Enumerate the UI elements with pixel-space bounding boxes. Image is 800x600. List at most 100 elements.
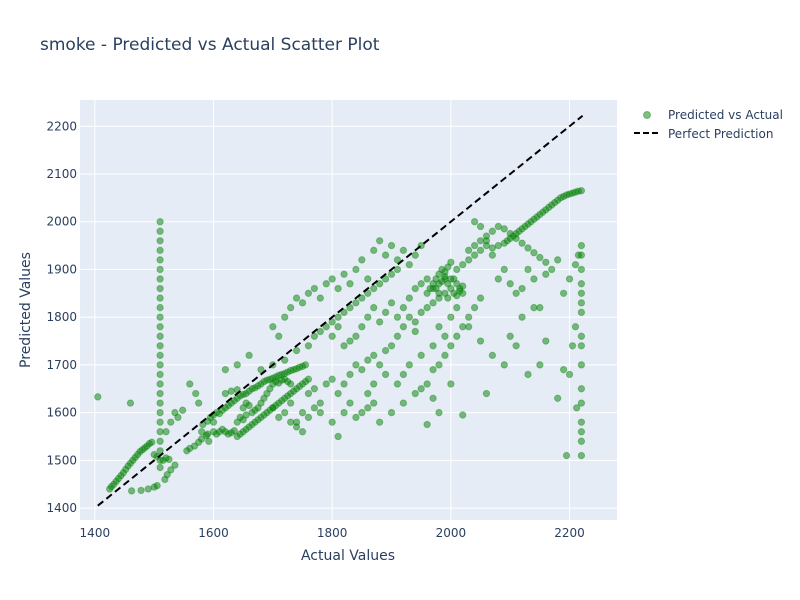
scatter-point xyxy=(577,265,586,274)
scatter-point xyxy=(494,222,503,231)
scatter-point xyxy=(559,289,568,297)
y-tick-label: 1900 xyxy=(46,262,77,276)
scatter-point xyxy=(375,280,384,288)
scatter-point xyxy=(393,313,402,321)
y-axis-label: Predicted Values xyxy=(18,252,34,368)
scatter-point xyxy=(417,351,425,360)
legend[interactable]: Predicted vs Actual Perfect Prediction xyxy=(634,108,783,141)
scatter-point xyxy=(399,246,408,255)
scatter-point xyxy=(393,380,402,388)
scatter-point xyxy=(263,389,271,398)
scatter-point xyxy=(435,323,443,331)
scatter-point xyxy=(506,229,514,238)
scatter-point xyxy=(163,470,171,479)
scatter-point xyxy=(156,437,164,445)
scatter-point xyxy=(453,291,461,300)
scatter-point xyxy=(518,284,526,293)
x-axis-ticks: 1400 1600 1800 2000 2200 xyxy=(80,526,585,540)
y-tick-label: 2000 xyxy=(46,215,77,229)
scatter-point xyxy=(441,351,449,360)
scatter-point xyxy=(156,342,164,350)
scatter-point xyxy=(310,284,319,293)
scatter-point xyxy=(148,438,156,446)
scatter-point xyxy=(178,406,187,414)
scatter-point xyxy=(577,299,586,307)
scatter-point xyxy=(310,385,319,393)
scatter-point xyxy=(542,337,550,345)
scatter-point xyxy=(156,389,164,398)
scatter-point xyxy=(269,404,277,412)
scatter-point xyxy=(328,318,336,326)
scatter-point xyxy=(227,387,236,395)
scatter-point xyxy=(221,365,230,374)
scatter-point xyxy=(126,399,135,407)
scatter-point xyxy=(542,270,550,278)
scatter-point xyxy=(156,237,164,245)
scatter-point xyxy=(500,361,508,369)
scatter-point xyxy=(456,284,464,293)
scatter-point xyxy=(156,351,164,360)
scatter-point xyxy=(399,323,408,331)
scatter-point xyxy=(352,361,360,369)
scatter-point xyxy=(476,337,485,345)
scatter-point xyxy=(405,294,414,302)
x-axis-label: Actual Values xyxy=(301,548,395,564)
scatter-point xyxy=(301,361,310,369)
scatter-point xyxy=(370,380,378,388)
scatter-point xyxy=(470,241,479,250)
x-tick-label: 1800 xyxy=(317,526,348,540)
scatter-point xyxy=(447,380,455,388)
scatter-point xyxy=(542,258,550,266)
scatter-point xyxy=(316,327,325,336)
scatter-point xyxy=(387,342,396,350)
scatter-point xyxy=(572,404,581,412)
scatter-point xyxy=(453,265,461,274)
scatter-point xyxy=(464,313,473,321)
scatter-point xyxy=(322,380,330,388)
scatter-point xyxy=(565,275,574,283)
scatter-point xyxy=(423,275,431,283)
scatter-point xyxy=(292,423,301,431)
scatter-point xyxy=(346,399,354,407)
scatter-point xyxy=(156,408,164,417)
scatter-point xyxy=(257,399,265,407)
scatter-point xyxy=(322,323,330,331)
scatter-point xyxy=(565,370,574,379)
y-tick-label: 1400 xyxy=(46,501,77,515)
scatter-point xyxy=(518,239,526,247)
scatter-point xyxy=(476,294,485,302)
scatter-point xyxy=(577,385,586,393)
scatter-point xyxy=(411,251,419,259)
scatter-point xyxy=(260,394,268,402)
legend-label-perfect: Perfect Prediction xyxy=(668,127,773,141)
scatter-point xyxy=(281,408,289,417)
scatter-point xyxy=(524,265,532,274)
scatter-point xyxy=(435,289,443,297)
scatter-point xyxy=(370,284,378,293)
scatter-point xyxy=(506,332,514,340)
scatter-point xyxy=(536,361,544,369)
scatter-point xyxy=(304,413,313,422)
scatter-point xyxy=(464,246,473,255)
scatter-point xyxy=(346,370,354,379)
scatter-point xyxy=(275,413,283,422)
scatter-point xyxy=(298,428,307,436)
scatter-point xyxy=(488,244,497,252)
scatter-point xyxy=(444,294,452,302)
scatter-point xyxy=(156,265,164,274)
scatter-point xyxy=(512,342,520,350)
scatter-point xyxy=(334,313,342,321)
scatter-point xyxy=(286,399,295,407)
scatter-point xyxy=(411,318,419,326)
scatter-point xyxy=(432,275,440,283)
scatter-point xyxy=(358,365,366,374)
scatter-point xyxy=(257,365,265,374)
scatter-point xyxy=(453,332,461,340)
scatter-point xyxy=(370,303,378,312)
x-tick-label: 1600 xyxy=(198,526,229,540)
y-tick-label: 1700 xyxy=(46,358,77,372)
scatter-point xyxy=(209,418,218,426)
scatter-point xyxy=(577,241,586,250)
scatter-point xyxy=(577,280,586,288)
scatter-point xyxy=(156,284,164,293)
